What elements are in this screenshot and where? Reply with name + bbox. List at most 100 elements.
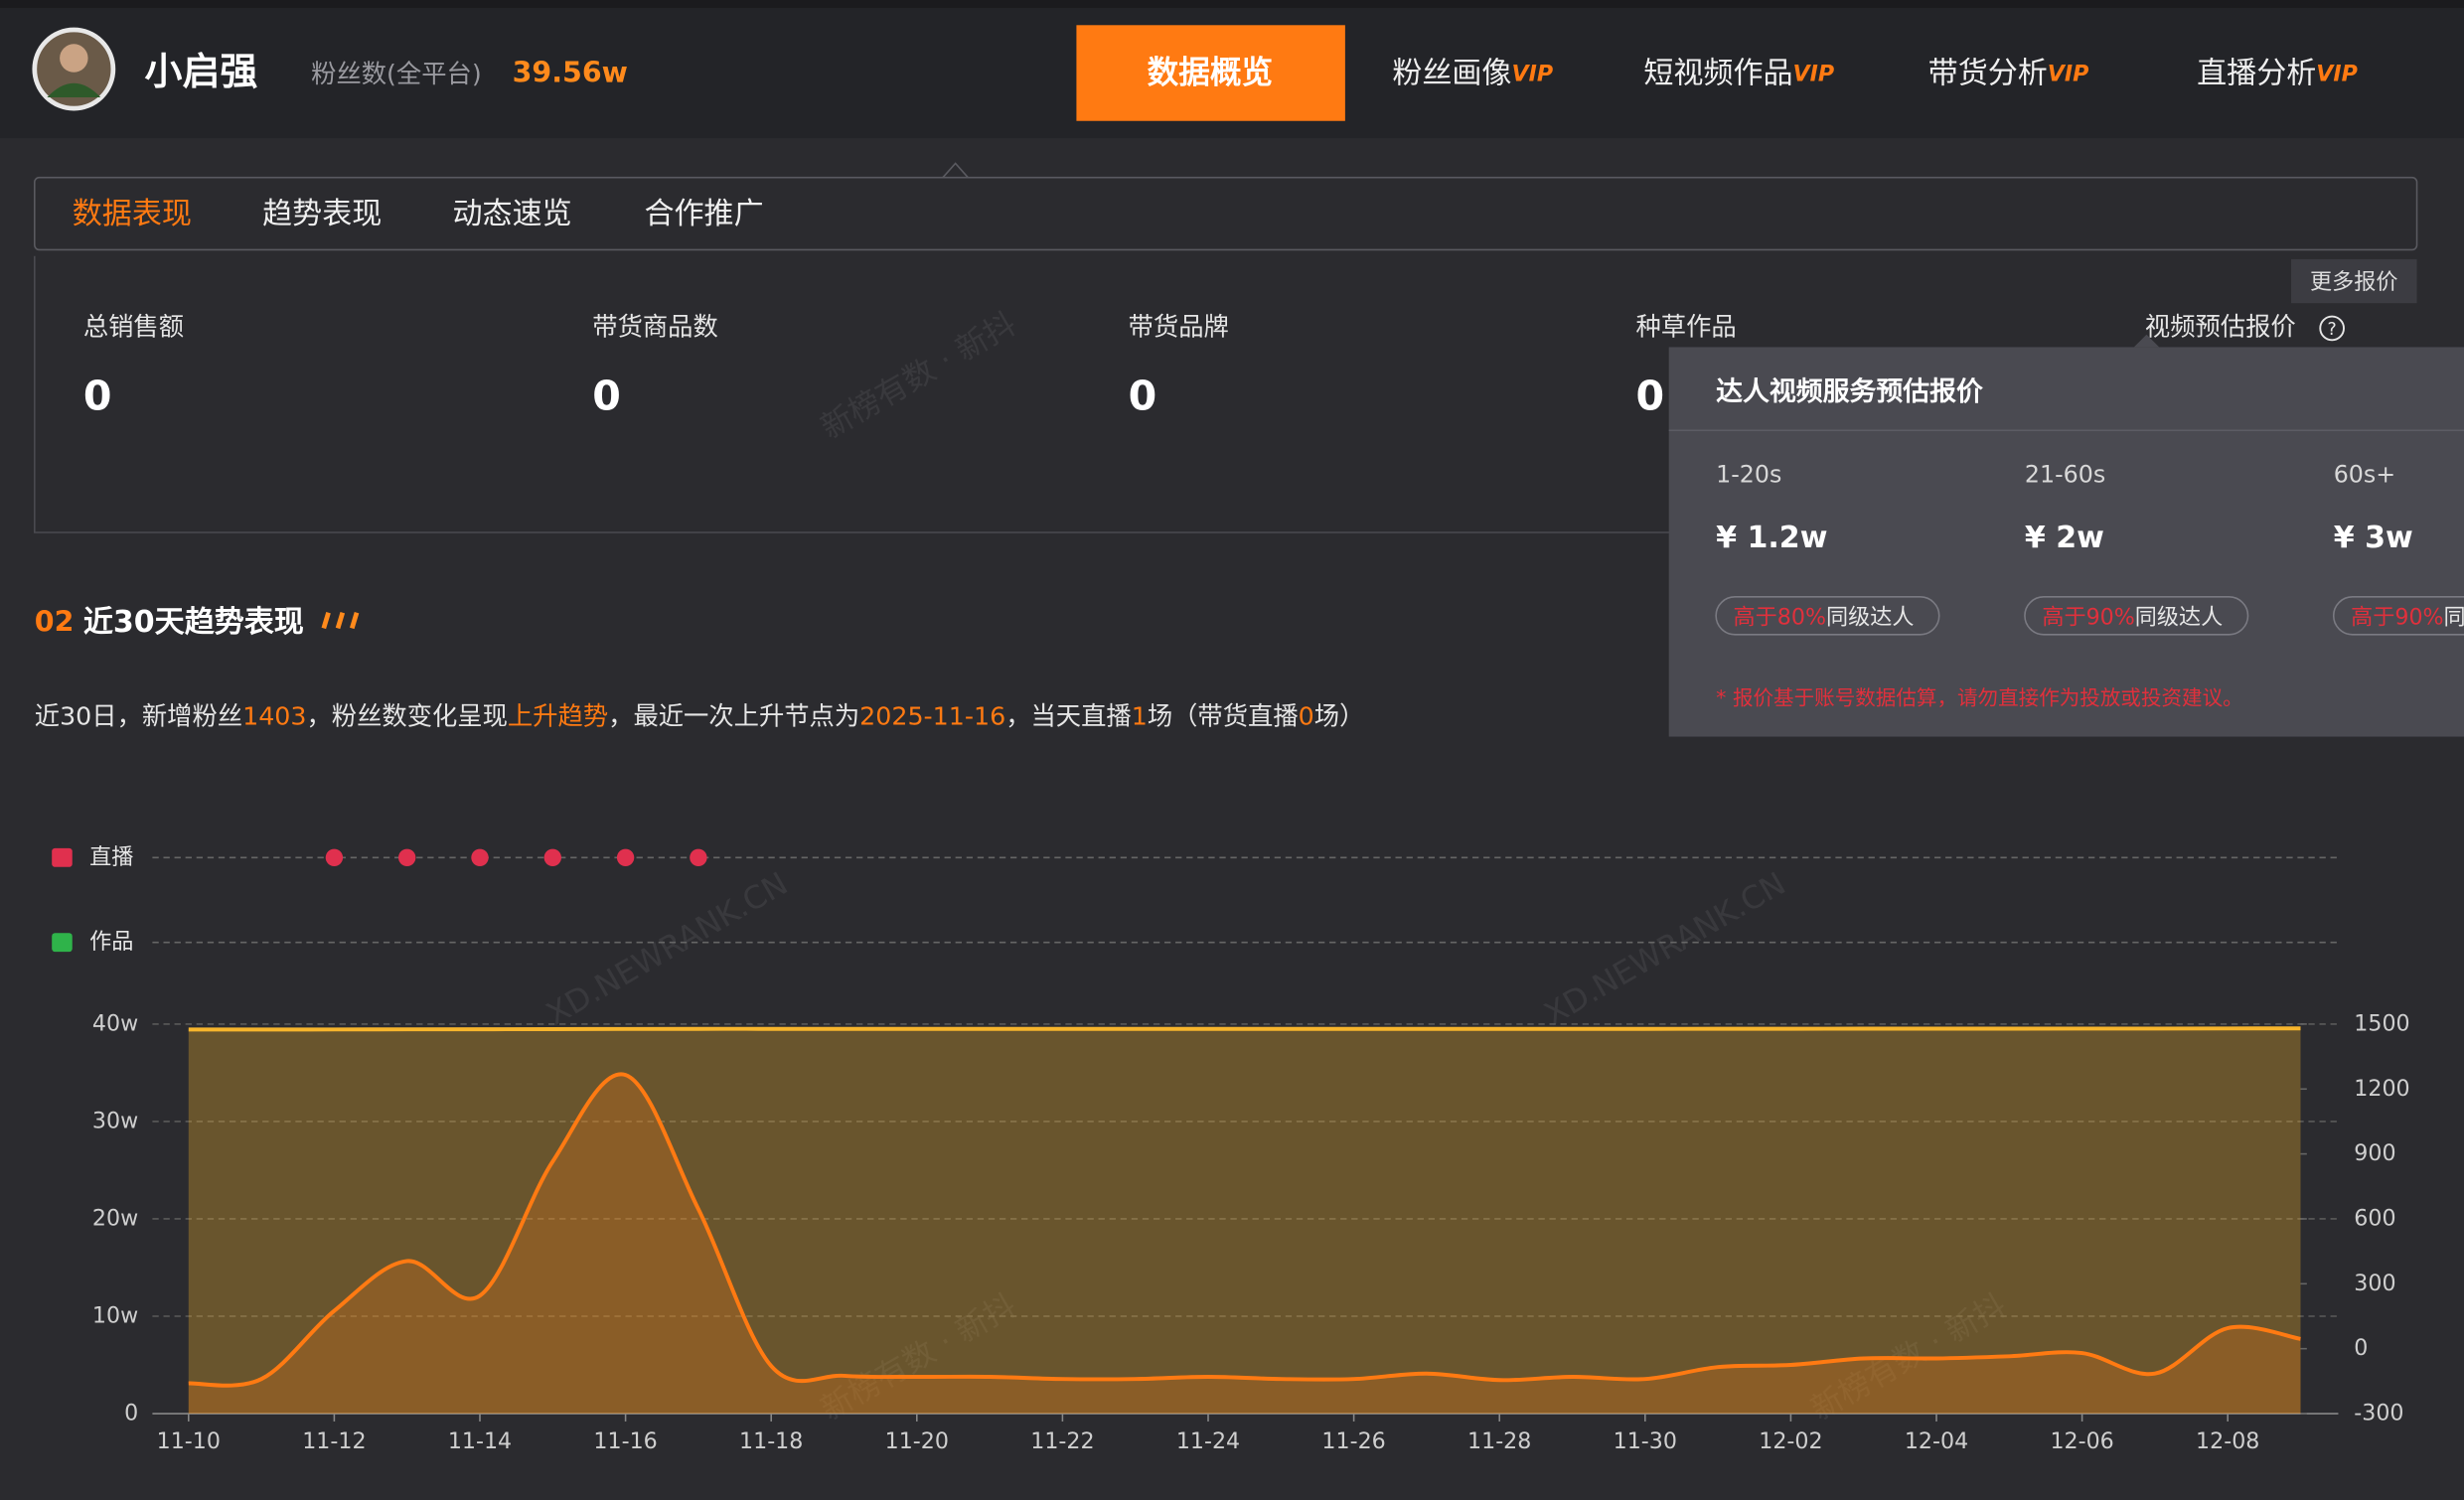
price-value: ¥ 3w [2334,521,2413,555]
x-tick-label: 12-04 [1905,1428,1968,1454]
popup-note: * 报价基于账号数据估算，请勿直接作为投放或投资建议。 [1716,686,2243,710]
nav-item[interactable]: 直播分析VIP [2197,56,2358,90]
x-tick-label: 12-06 [2050,1428,2113,1454]
x-tick-label: 11-14 [448,1428,512,1454]
metric-label: 带货品牌 [1129,312,1229,341]
rank-suffix: 同级达人 [2135,604,2224,630]
summary-part: 上升趋势 [508,702,608,731]
x-tick-label: 11-28 [1467,1428,1531,1454]
y-tick-label: 0 [124,1401,138,1426]
event-dot [471,848,489,867]
metrics: 总销售额 0 带货商品数 0 带货品牌 0 种草作品 0 [83,312,1737,419]
nav-label[interactable]: 粉丝画像 [1392,56,1511,90]
pointer [942,162,969,179]
avatar-body [47,82,101,98]
help-icon-mark: ? [2328,320,2337,340]
rank-suffix: 同级达人 [1826,604,1915,630]
vip-badge: VIP [2048,61,2089,86]
event-dot [397,848,416,867]
nav-item[interactable]: 带货分析VIP [1928,56,2089,90]
vip-badge: VIP [1511,61,1553,86]
x-tick-label: 11-22 [1030,1428,1094,1454]
rank-pill [2332,596,2464,636]
event-dot [616,848,635,867]
rank-pill [1715,596,1940,636]
section-deco [321,611,360,630]
price-value: ¥ 2w [2025,521,2104,555]
event-dot [543,848,561,867]
nav-item[interactable]: 短视频作品VIP [1643,56,1834,90]
popup-arrow [2133,334,2160,348]
nav-item[interactable]: 数据概览 [1148,55,1273,90]
rank-pill [2024,596,2249,636]
tabs: 数据表现 趋势表现 动态速览 合作推广 [73,197,764,231]
price-value: ¥ 1.2w [1716,521,1827,555]
x-tick-label: 11-12 [302,1428,366,1454]
tab[interactable]: 合作推广 [644,197,763,231]
tab[interactable]: 数据表现 [73,197,192,231]
tab[interactable]: 趋势表现 [262,197,382,231]
rank: 高于90% [2042,604,2134,630]
tab-bar [34,176,2418,251]
tab[interactable]: 动态速览 [453,197,572,231]
nav-label[interactable]: 短视频作品 [1643,56,1792,90]
x-tick-label: 11-26 [1321,1428,1385,1454]
row-label: 直播 [89,844,133,870]
summary-part: ，粉丝数变化呈现 [307,702,508,731]
metric-value: 0 [1635,373,1664,420]
metric-label: 总销售额 [83,312,184,341]
vip-badge: VIP [1793,61,1835,86]
row-icon [52,847,73,867]
vip-badge: VIP [2316,61,2358,86]
rank-text: 高于80%同级达人 [1734,604,1915,630]
metric-value: 0 [83,373,112,420]
summary-part: 1403 [242,702,306,731]
x-tick-label: 11-16 [593,1428,657,1454]
summary-part: ，当天直播 [1005,702,1132,731]
help-icon[interactable] [2319,315,2345,342]
top-edge [0,0,2464,8]
summary-part: 场（带货直播 [1148,702,1299,731]
y2-tick-label: 0 [2354,1335,2368,1361]
summary-part: 2025-11-16 [859,702,1005,731]
section-title: 近30天趋势表现 [83,605,304,640]
metrics-box [34,255,2417,533]
video-price-label: 视频预估报价 [2145,312,2296,341]
y2-tick-label: 1200 [2354,1076,2409,1102]
y-tick-label: 20w [92,1205,138,1231]
y2-tick-label: 900 [2354,1140,2395,1166]
rank: 高于80% [1734,604,1826,630]
rank-text: 高于90%同级达人 [2042,604,2223,630]
section-number: 02 [35,606,75,639]
y-tick-label: 10w [92,1303,138,1329]
y2-tick-label: 1500 [2354,1010,2409,1036]
y-tick-label: 30w [92,1108,138,1133]
metric-label: 种草作品 [1635,312,1736,341]
more-price[interactable]: 更多报价 [2310,269,2398,295]
nav-active[interactable] [1076,25,1345,121]
event-dot [690,848,707,867]
avatar-face [60,44,88,73]
popup-title: 达人视频服务预估报价 [1716,376,1983,407]
summary-part: 1 [1132,702,1148,731]
row-icon [52,933,73,953]
summary-part: 0 [1299,702,1314,731]
rank-suffix: 同级达人 [2444,604,2464,630]
nav-label[interactable]: 直播分析 [2197,56,2316,90]
nav-item[interactable]: 粉丝画像VIP [1392,56,1553,90]
metric-value: 0 [1129,373,1157,420]
user-name: 小启强 [145,50,258,93]
summary-part: 场） [1314,702,1365,731]
nav-label[interactable]: 带货分析 [1928,56,2048,90]
rank-text: 高于90%同级达人 [2351,604,2464,630]
series-line [188,1072,2301,1388]
summary-part: 近30日，新增粉丝 [35,702,242,731]
more-price-button[interactable] [2291,258,2417,304]
x-tick-label: 11-18 [739,1428,803,1454]
price-duration: 21-60s [2025,461,2105,489]
y2-tick-label: 300 [2354,1271,2395,1296]
